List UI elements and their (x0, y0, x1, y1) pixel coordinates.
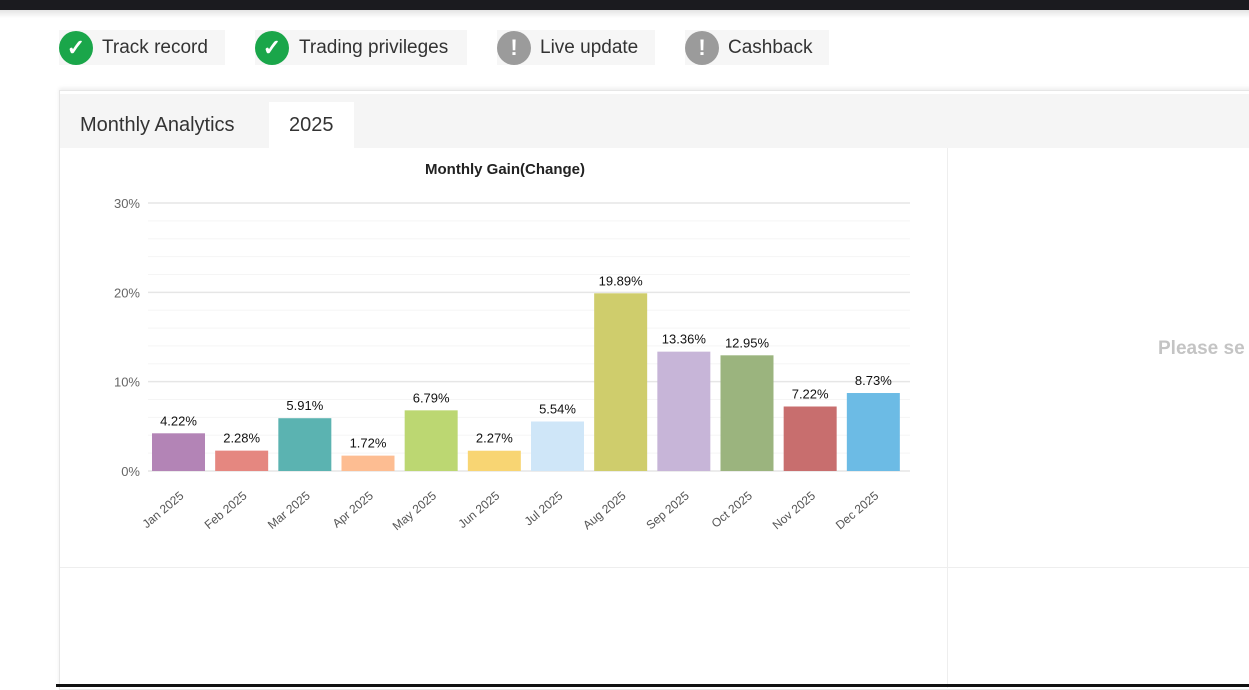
bar-feb-2025[interactable] (215, 450, 269, 471)
bar-nov-2025[interactable] (783, 406, 837, 471)
badge-cashback: ! Cashback (685, 30, 829, 65)
badge-trading-privileges: ✓ Trading privileges (255, 30, 467, 65)
data-label: 2.27% (476, 431, 513, 446)
x-tick-label: Oct 2025 (709, 488, 756, 530)
badge-track-record: ✓ Track record (59, 30, 225, 65)
badge-label: Trading privileges (299, 36, 449, 58)
tab-monthly-analytics[interactable]: Monthly Analytics (80, 113, 235, 136)
tab-bar: Monthly Analytics 2025 (60, 94, 1249, 148)
chart-title: Monthly Gain(Change) (425, 161, 585, 178)
data-label: 7.22% (792, 387, 829, 402)
y-tick-label: 10% (114, 375, 140, 390)
exclamation-circle-icon: ! (497, 30, 531, 65)
y-tick-label: 20% (114, 285, 140, 300)
data-label: 1.72% (350, 436, 387, 451)
bar-jun-2025[interactable] (467, 450, 521, 471)
data-label: 8.73% (855, 373, 892, 388)
bar-may-2025[interactable] (404, 410, 458, 471)
x-tick-label: Aug 2025 (580, 488, 629, 532)
data-label: 6.79% (413, 390, 450, 405)
x-tick-label: Nov 2025 (770, 488, 819, 532)
x-tick-label: Feb 2025 (202, 488, 250, 532)
x-tick-label: Sep 2025 (643, 488, 692, 532)
data-label: 4.22% (160, 413, 197, 428)
badge-label: Track record (102, 36, 208, 58)
y-tick-label: 30% (114, 196, 140, 211)
bar-oct-2025[interactable] (720, 355, 774, 471)
x-tick-label: Jan 2025 (140, 488, 187, 531)
select-prompt: Please se (1158, 338, 1245, 359)
data-label: 2.28% (223, 431, 260, 446)
x-tick-label: May 2025 (390, 488, 440, 533)
y-tick-label: 0% (121, 464, 140, 479)
check-circle-icon: ✓ (255, 30, 289, 65)
x-tick-label: Jun 2025 (455, 488, 502, 531)
badge-live-update: ! Live update (497, 30, 655, 65)
data-label: 13.36% (662, 332, 707, 347)
data-label: 12.95% (725, 335, 770, 350)
x-tick-label: Apr 2025 (330, 488, 377, 530)
top-bar (0, 0, 1249, 10)
x-tick-label: Dec 2025 (833, 488, 882, 532)
x-tick-label: Jul 2025 (522, 488, 566, 528)
analytics-card: Monthly Analytics 2025 Please se (59, 90, 1249, 690)
bar-jul-2025[interactable] (531, 421, 584, 471)
bar-aug-2025[interactable] (594, 293, 648, 471)
bar-sep-2025[interactable] (657, 351, 711, 471)
bar-apr-2025[interactable] (341, 455, 395, 471)
bar-jan-2025[interactable] (152, 433, 205, 471)
exclamation-circle-icon: ! (685, 30, 719, 65)
tab-2025[interactable]: 2025 (269, 102, 354, 148)
data-label: 5.54% (539, 402, 576, 417)
x-tick-label: Mar 2025 (265, 488, 313, 532)
badge-label: Live update (540, 36, 639, 58)
data-label: 5.91% (286, 398, 323, 413)
bar-dec-2025[interactable] (846, 393, 900, 471)
bar-mar-2025[interactable] (278, 418, 332, 471)
badge-label: Cashback (728, 36, 813, 58)
check-circle-icon: ✓ (59, 30, 93, 65)
data-label: 19.89% (599, 273, 644, 288)
